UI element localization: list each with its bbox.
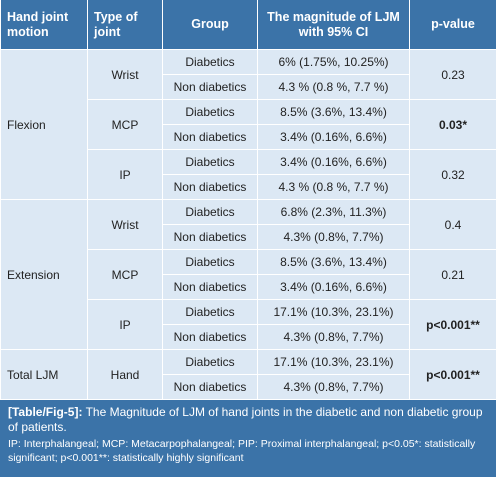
group-cell: Diabetics [162, 49, 258, 75]
joint-cell: Hand [87, 349, 163, 400]
header-row: Hand joint motion Type of joint Group The m… [0, 0, 496, 50]
column-header: Group [162, 0, 258, 50]
magnitude-cell: 6.8% (2.3%, 11.3%) [257, 199, 410, 225]
table-row: Non diabetics 4.3% (0.8%, 7.7%) [1, 374, 496, 400]
table-row: Non diabetics 4.3 % (0.8 %, 7.7 %) [1, 74, 496, 100]
table-row: Non diabetics 3.4% (0.16%, 6.6%) [1, 274, 496, 300]
magnitude-cell: 4.3 % (0.8 %, 7.7 %) [257, 74, 410, 100]
magnitude-cell: 8.5% (3.6%, 13.4%) [257, 99, 410, 125]
group-cell: Diabetics [162, 299, 258, 325]
joint-cell: Wrist [87, 49, 163, 100]
group-cell: Diabetics [162, 199, 258, 225]
group-cell: Non diabetics [162, 274, 258, 300]
joint-cell: Wrist [87, 199, 163, 250]
magnitude-cell: 4.3% (0.8%, 7.7%) [257, 374, 410, 400]
table-row: Non diabetics 3.4% (0.16%, 6.6%) [1, 124, 496, 150]
column-header: p-value [409, 0, 496, 50]
group-cell: Non diabetics [162, 374, 258, 400]
pvalue-cell: 0.03* [409, 99, 496, 150]
column-header: The magnitude of LJM with 95% CI [257, 0, 410, 50]
group-cell: Diabetics [162, 99, 258, 125]
magnitude-cell: 4.3% (0.8%, 7.7%) [257, 224, 410, 250]
joint-cell: IP [87, 149, 163, 200]
magnitude-cell: 6% (1.75%, 10.25%) [257, 49, 410, 75]
table-row: Non diabetics 4.3% (0.8%, 7.7%) [1, 324, 496, 350]
table-row: MCP Diabetics 8.5% (3.6%, 13.4%) 0.21 [1, 249, 496, 300]
magnitude-cell: 4.3 % (0.8 %, 7.7 %) [257, 174, 410, 200]
data-table: Hand joint motion Type of joint Group The m… [0, 0, 496, 400]
joint-cell: IP [87, 299, 163, 350]
table-body: Flexion Wrist Diabetics 6% (1.75%, 10.25%) 0… [0, 49, 496, 400]
motion-cell: Extension [0, 199, 88, 350]
table-row: Flexion Wrist Diabetics 6% (1.75%, 10.25%) 0… [0, 49, 496, 200]
column-header: Hand joint motion [0, 0, 88, 50]
table-row: Total LJM Hand Diabetics 17.1% (10.3%, 23.1… [0, 349, 496, 400]
group-cell: Diabetics [162, 249, 258, 275]
pvalue-cell: 0.32 [409, 149, 496, 200]
magnitude-cell: 3.4% (0.16%, 6.6%) [257, 274, 410, 300]
magnitude-cell: 17.1% (10.3%, 23.1%) [257, 299, 410, 325]
magnitude-cell: 4.3% (0.8%, 7.7%) [257, 324, 410, 350]
magnitude-cell: 8.5% (3.6%, 13.4%) [257, 249, 410, 275]
footnote: IP: Interphalangeal; MCP: Metacarpophala… [8, 438, 476, 464]
caption-label: [Table/Fig-5]: [8, 405, 83, 419]
motion-cell: Total LJM [0, 349, 88, 400]
caption-text: The Magnitude of LJM of hand joints in t… [8, 405, 483, 434]
group-cell: Diabetics [162, 349, 258, 375]
group-cell: Non diabetics [162, 124, 258, 150]
magnitude-cell: 3.4% (0.16%, 6.6%) [257, 149, 410, 175]
table-row: Extension Wrist Diabetics 6.8% (2.3%, 11.3%… [0, 199, 496, 350]
column-header: Type of joint [87, 0, 163, 50]
group-cell: Non diabetics [162, 174, 258, 200]
joint-cell: MCP [87, 249, 163, 300]
pvalue-cell: 0.4 [409, 199, 496, 250]
pvalue-cell: 0.21 [409, 249, 496, 300]
group-cell: Diabetics [162, 149, 258, 175]
pvalue-cell: 0.23 [409, 49, 496, 100]
magnitude-cell: 3.4% (0.16%, 6.6%) [257, 124, 410, 150]
group-cell: Non diabetics [162, 224, 258, 250]
caption: [Table/Fig-5]: The Magnitude of LJM of h… [0, 400, 496, 470]
pvalue-cell: p<0.001** [409, 349, 496, 400]
joint-cell: MCP [87, 99, 163, 150]
group-cell: Non diabetics [162, 324, 258, 350]
table-row: Non diabetics 4.3% (0.8%, 7.7%) [1, 224, 496, 250]
magnitude-cell: 17.1% (10.3%, 23.1%) [257, 349, 410, 375]
table-row: IP Diabetics 17.1% (10.3%, 23.1%) p<0.001** [1, 299, 496, 350]
pvalue-cell: p<0.001** [409, 299, 496, 350]
motion-cell: Flexion [0, 49, 88, 200]
group-cell: Non diabetics [162, 74, 258, 100]
table-row: MCP Diabetics 8.5% (3.6%, 13.4%) 0.03* [1, 99, 496, 150]
